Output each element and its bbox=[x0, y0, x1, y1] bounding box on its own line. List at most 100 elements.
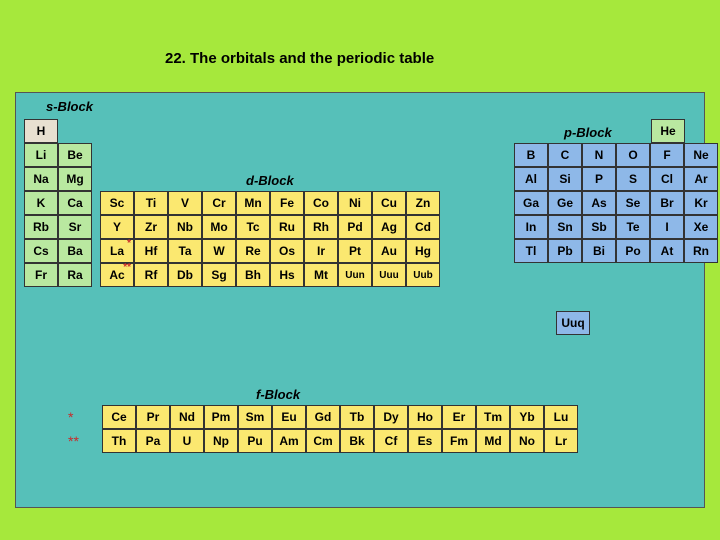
element-In: In bbox=[514, 215, 548, 239]
element-Mt: Mt bbox=[304, 263, 338, 287]
element-Ar: Ar bbox=[684, 167, 718, 191]
element-Lu: Lu bbox=[544, 405, 578, 429]
element-Ir: Ir bbox=[304, 239, 338, 263]
f-row-marker-0: * bbox=[68, 409, 73, 425]
element-Ne: Ne bbox=[684, 143, 718, 167]
element-Am: Am bbox=[272, 429, 306, 453]
element-B: B bbox=[514, 143, 548, 167]
element-V: V bbox=[168, 191, 202, 215]
element-S: S bbox=[616, 167, 650, 191]
element-Md: Md bbox=[476, 429, 510, 453]
element-Sg: Sg bbox=[202, 263, 236, 287]
element-Cu: Cu bbox=[372, 191, 406, 215]
s-block-label: s-Block bbox=[46, 99, 93, 114]
d-block-label: d-Block bbox=[246, 173, 294, 188]
element-Re: Re bbox=[236, 239, 270, 263]
element-Ca: Ca bbox=[58, 191, 92, 215]
element-P: P bbox=[582, 167, 616, 191]
element-Sb: Sb bbox=[582, 215, 616, 239]
element-Rh: Rh bbox=[304, 215, 338, 239]
element-Fm: Fm bbox=[442, 429, 476, 453]
element-Bi: Bi bbox=[582, 239, 616, 263]
element-He: He bbox=[651, 119, 685, 143]
element-Sm: Sm bbox=[238, 405, 272, 429]
element-Ge: Ge bbox=[548, 191, 582, 215]
element-Hs: Hs bbox=[270, 263, 304, 287]
f-block-label: f-Block bbox=[256, 387, 300, 402]
element-Eu: Eu bbox=[272, 405, 306, 429]
element-No: No bbox=[510, 429, 544, 453]
element-Nd: Nd bbox=[170, 405, 204, 429]
element-Cl: Cl bbox=[650, 167, 684, 191]
periodic-table: s-Blockp-Blockd-Blockf-BlockHLiBeNaMgKCa… bbox=[15, 92, 705, 508]
element-Pb: Pb bbox=[548, 239, 582, 263]
element-Ni: Ni bbox=[338, 191, 372, 215]
element-Tl: Tl bbox=[514, 239, 548, 263]
element-At: At bbox=[650, 239, 684, 263]
element-Be: Be bbox=[58, 143, 92, 167]
element-Li: Li bbox=[24, 143, 58, 167]
slide-page: 22. The orbitals and the periodic table … bbox=[0, 0, 720, 540]
element-Ho: Ho bbox=[408, 405, 442, 429]
element-Fr: Fr bbox=[24, 263, 58, 287]
element-Pm: Pm bbox=[204, 405, 238, 429]
element-Bh: Bh bbox=[236, 263, 270, 287]
f-row-marker-1: ** bbox=[68, 433, 79, 449]
element-Rf: Rf bbox=[134, 263, 168, 287]
element-Ti: Ti bbox=[134, 191, 168, 215]
element-W: W bbox=[202, 239, 236, 263]
element-Rn: Rn bbox=[684, 239, 718, 263]
element-Es: Es bbox=[408, 429, 442, 453]
element-Zr: Zr bbox=[134, 215, 168, 239]
page-title: 22. The orbitals and the periodic table bbox=[165, 50, 705, 67]
element-H: H bbox=[24, 119, 58, 143]
element-K: K bbox=[24, 191, 58, 215]
element-Ce: Ce bbox=[102, 405, 136, 429]
element-Cm: Cm bbox=[306, 429, 340, 453]
element-La: La* bbox=[100, 239, 134, 263]
element-Sr: Sr bbox=[58, 215, 92, 239]
element-Yb: Yb bbox=[510, 405, 544, 429]
element-Bk: Bk bbox=[340, 429, 374, 453]
element-Ga: Ga bbox=[514, 191, 548, 215]
element-Co: Co bbox=[304, 191, 338, 215]
element-Mo: Mo bbox=[202, 215, 236, 239]
asterisk-La: * bbox=[127, 238, 131, 249]
element-Po: Po bbox=[616, 239, 650, 263]
element-Uun: Uun bbox=[338, 263, 372, 287]
element-Ta: Ta bbox=[168, 239, 202, 263]
element-Pa: Pa bbox=[136, 429, 170, 453]
element-Xe: Xe bbox=[684, 215, 718, 239]
element-Lr: Lr bbox=[544, 429, 578, 453]
element-Gd: Gd bbox=[306, 405, 340, 429]
element-Cf: Cf bbox=[374, 429, 408, 453]
element-Ba: Ba bbox=[58, 239, 92, 263]
element-Au: Au bbox=[372, 239, 406, 263]
element-F: F bbox=[650, 143, 684, 167]
element-Sn: Sn bbox=[548, 215, 582, 239]
element-As: As bbox=[582, 191, 616, 215]
element-Uuq: Uuq bbox=[556, 311, 590, 335]
element-Dy: Dy bbox=[374, 405, 408, 429]
element-N: N bbox=[582, 143, 616, 167]
element-Th: Th bbox=[102, 429, 136, 453]
element-Ag: Ag bbox=[372, 215, 406, 239]
element-Hf: Hf bbox=[134, 239, 168, 263]
element-Ac: Ac** bbox=[100, 263, 134, 287]
element-Cr: Cr bbox=[202, 191, 236, 215]
element-Si: Si bbox=[548, 167, 582, 191]
element-Cs: Cs bbox=[24, 239, 58, 263]
element-Fe: Fe bbox=[270, 191, 304, 215]
element-Ru: Ru bbox=[270, 215, 304, 239]
element-C: C bbox=[548, 143, 582, 167]
element-Pr: Pr bbox=[136, 405, 170, 429]
element-Er: Er bbox=[442, 405, 476, 429]
element-Y: Y bbox=[100, 215, 134, 239]
element-Nb: Nb bbox=[168, 215, 202, 239]
p-block-label: p-Block bbox=[564, 125, 612, 140]
element-Sc: Sc bbox=[100, 191, 134, 215]
element-Tc: Tc bbox=[236, 215, 270, 239]
element-Mn: Mn bbox=[236, 191, 270, 215]
asterisk-Ac: ** bbox=[123, 262, 131, 273]
element-Se: Se bbox=[616, 191, 650, 215]
